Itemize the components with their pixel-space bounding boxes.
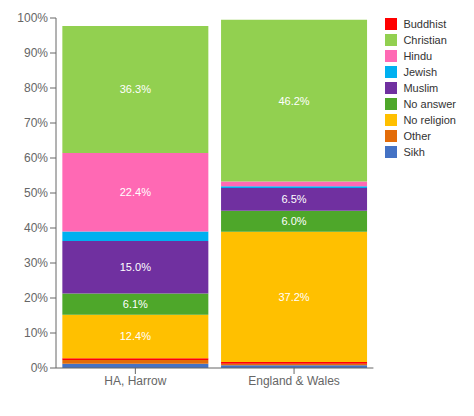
html-text:Hindu: Hindu bbox=[403, 50, 433, 62]
svg-text:30%: 30% bbox=[24, 256, 48, 270]
svg-text:46.2%: 46.2% bbox=[278, 95, 309, 107]
svg-text:60%: 60% bbox=[24, 151, 48, 165]
html-text:Other: Other bbox=[403, 130, 431, 142]
svg-text:6.5%: 6.5% bbox=[282, 193, 307, 205]
svg-text:22.4%: 22.4% bbox=[120, 186, 151, 198]
svg-text:15.0%: 15.0% bbox=[120, 261, 151, 273]
svg-text:10%: 10% bbox=[24, 326, 48, 340]
html-text:Jewish: Jewish bbox=[403, 66, 437, 78]
html-text:Sikh: Sikh bbox=[403, 146, 425, 158]
svg-text:90%: 90% bbox=[24, 46, 48, 60]
svg-text:70%: 70% bbox=[24, 116, 48, 130]
svg-text:6.1%: 6.1% bbox=[123, 298, 148, 310]
svg-text:100%: 100% bbox=[17, 11, 48, 25]
html-text:Muslim: Muslim bbox=[403, 82, 439, 94]
html-text:Christian: Christian bbox=[403, 34, 447, 46]
svg-text:37.2%: 37.2% bbox=[278, 291, 309, 303]
html-text:No answer: No answer bbox=[403, 98, 456, 110]
svg-text:HA, Harrow: HA, Harrow bbox=[104, 374, 166, 388]
html-text:No religion: No religion bbox=[403, 114, 456, 126]
svg-text:6.0%: 6.0% bbox=[282, 215, 307, 227]
svg-text:20%: 20% bbox=[24, 291, 48, 305]
svg-text:80%: 80% bbox=[24, 81, 48, 95]
svg-text:0%: 0% bbox=[31, 361, 49, 375]
svg-text:England & Wales: England & Wales bbox=[248, 374, 340, 388]
svg-text:50%: 50% bbox=[24, 186, 48, 200]
svg-text:12.4%: 12.4% bbox=[120, 330, 151, 342]
svg-text:36.3%: 36.3% bbox=[120, 83, 151, 95]
html-text:Buddhist: Buddhist bbox=[403, 18, 447, 30]
svg-text:40%: 40% bbox=[24, 221, 48, 235]
